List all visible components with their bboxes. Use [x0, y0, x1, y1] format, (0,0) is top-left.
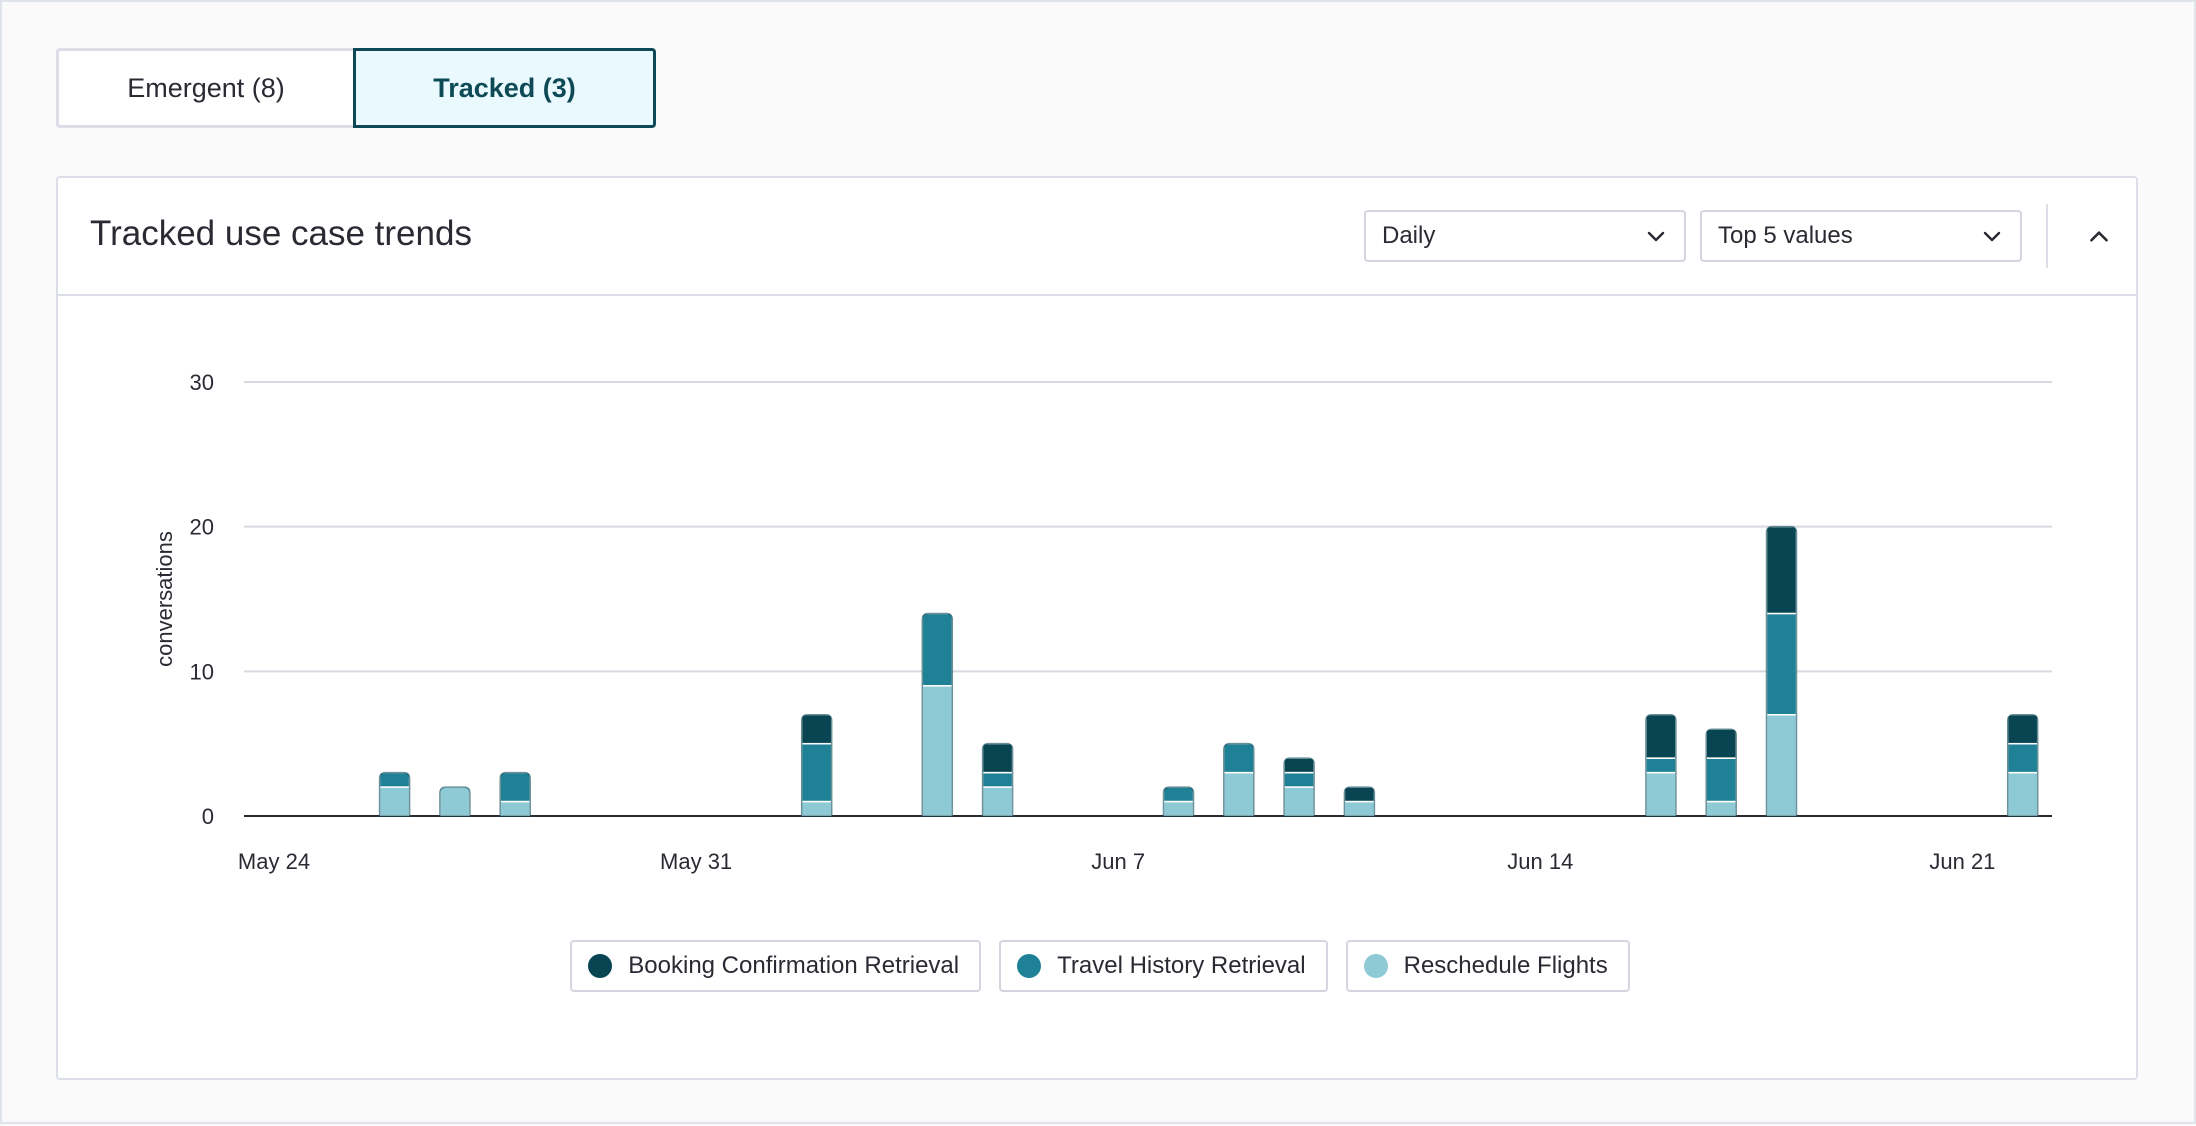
bar-stack[interactable]: [981, 742, 1014, 817]
y-tick-label: 20: [190, 515, 214, 540]
chevron-down-icon: [1647, 231, 1665, 242]
y-axis-label: conversations: [152, 531, 177, 667]
values-select-value: Top 5 values: [1718, 222, 1853, 249]
bar-segment[interactable]: [1645, 757, 1676, 774]
legend-label: Booking Confirmation Retrieval: [628, 952, 960, 979]
bars: [378, 525, 2039, 817]
x-axis-ticks: May 24 May 31 Jun 7 Jun 14 Jun 21: [238, 849, 1996, 874]
tab-bar: Emergent (8) Tracked (3): [56, 48, 656, 128]
bar-segment[interactable]: [1766, 612, 1797, 716]
bar-segment[interactable]: [1706, 729, 1737, 759]
legend-dot-icon: [1363, 954, 1388, 978]
bar-segment[interactable]: [1645, 771, 1676, 816]
chevron-down-icon: [1983, 231, 2001, 242]
bar-segment[interactable]: [2007, 742, 2038, 774]
bar-segment[interactable]: [1284, 786, 1315, 816]
chevron-up-icon: [2090, 231, 2108, 242]
bar-segment[interactable]: [2007, 714, 2038, 745]
bar-segment[interactable]: [982, 786, 1013, 816]
bar-segment[interactable]: [801, 800, 832, 816]
card-header: Tracked use case trends Daily Top 5 valu…: [58, 178, 2136, 296]
granularity-select-value: Daily: [1382, 222, 1436, 249]
bar-stack[interactable]: [1645, 713, 1677, 817]
y-tick-label: 10: [190, 659, 214, 684]
x-tick-label: May 24: [238, 849, 310, 874]
tab-emergent[interactable]: Emergent (8): [56, 48, 353, 128]
bar-segment[interactable]: [1706, 800, 1737, 816]
bar-stack[interactable]: [1343, 786, 1376, 817]
bar-segment[interactable]: [379, 786, 410, 816]
bar-segment[interactable]: [439, 787, 470, 816]
granularity-select[interactable]: Daily: [1364, 210, 1686, 262]
bar-segment[interactable]: [500, 772, 531, 803]
bar-segment[interactable]: [1706, 757, 1737, 803]
bar-segment[interactable]: [1766, 713, 1797, 816]
bar-segment[interactable]: [1284, 758, 1315, 774]
legend-label: Travel History Retrieval: [1057, 952, 1306, 979]
bar-segment[interactable]: [1223, 771, 1254, 816]
x-tick-label: Jun 21: [1929, 849, 1995, 874]
y-tick-label: 30: [190, 370, 214, 395]
bar-segment[interactable]: [1344, 787, 1375, 803]
bar-segment[interactable]: [922, 685, 953, 816]
header-divider: [2046, 204, 2048, 268]
bar-stack[interactable]: [439, 786, 471, 817]
bar-stack[interactable]: [800, 713, 833, 817]
legend-label: Reschedule Flights: [1403, 952, 1608, 979]
bar-segment[interactable]: [801, 714, 832, 745]
bar-segment[interactable]: [379, 772, 410, 788]
bar-segment[interactable]: [1766, 526, 1797, 615]
bar-segment[interactable]: [1223, 743, 1254, 774]
grid-lines: [244, 381, 2052, 817]
bar-segment[interactable]: [982, 743, 1013, 774]
x-tick-label: May 31: [660, 849, 732, 874]
legend-item[interactable]: Reschedule Flights: [1345, 940, 1630, 992]
bar-segment[interactable]: [1645, 714, 1676, 759]
bar-segment[interactable]: [801, 742, 832, 803]
bar-stack[interactable]: [1705, 728, 1737, 817]
bar-stack[interactable]: [1162, 786, 1195, 817]
bar-stack[interactable]: [1223, 742, 1255, 817]
bar-segment[interactable]: [2007, 771, 2038, 816]
x-tick-label: Jun 7: [1091, 849, 1145, 874]
legend-item[interactable]: Booking Confirmation Retrieval: [570, 940, 982, 992]
legend-dot-icon: [588, 954, 613, 978]
bar-segment[interactable]: [982, 771, 1013, 788]
bar-segment[interactable]: [1163, 787, 1194, 803]
legend-item[interactable]: Travel History Retrieval: [999, 940, 1328, 992]
values-select[interactable]: Top 5 values: [1700, 210, 2022, 262]
card-title: Tracked use case trends: [90, 214, 472, 253]
tab-tracked[interactable]: Tracked (3): [353, 48, 656, 128]
bar-stack[interactable]: [1765, 525, 1798, 817]
collapse-button[interactable]: [2074, 212, 2124, 262]
bar-stack[interactable]: [378, 771, 411, 817]
bar-segment[interactable]: [1163, 800, 1194, 816]
bar-stack[interactable]: [921, 612, 954, 817]
y-axis-ticks: 0 10 20 30: [190, 370, 214, 829]
bar-stack[interactable]: [499, 771, 531, 817]
bar-segment[interactable]: [922, 613, 953, 687]
legend-dot-icon: [1017, 954, 1042, 978]
bar-segment[interactable]: [500, 800, 531, 816]
bar-segment[interactable]: [1344, 800, 1375, 816]
bar-segment[interactable]: [1284, 771, 1315, 788]
bar-stack[interactable]: [2006, 713, 2039, 817]
chart-legend: Booking Confirmation Retrieval Travel His…: [2, 940, 2196, 992]
x-tick-label: Jun 14: [1507, 849, 1573, 874]
y-tick-label: 0: [202, 804, 214, 829]
bar-stack[interactable]: [1283, 757, 1315, 817]
